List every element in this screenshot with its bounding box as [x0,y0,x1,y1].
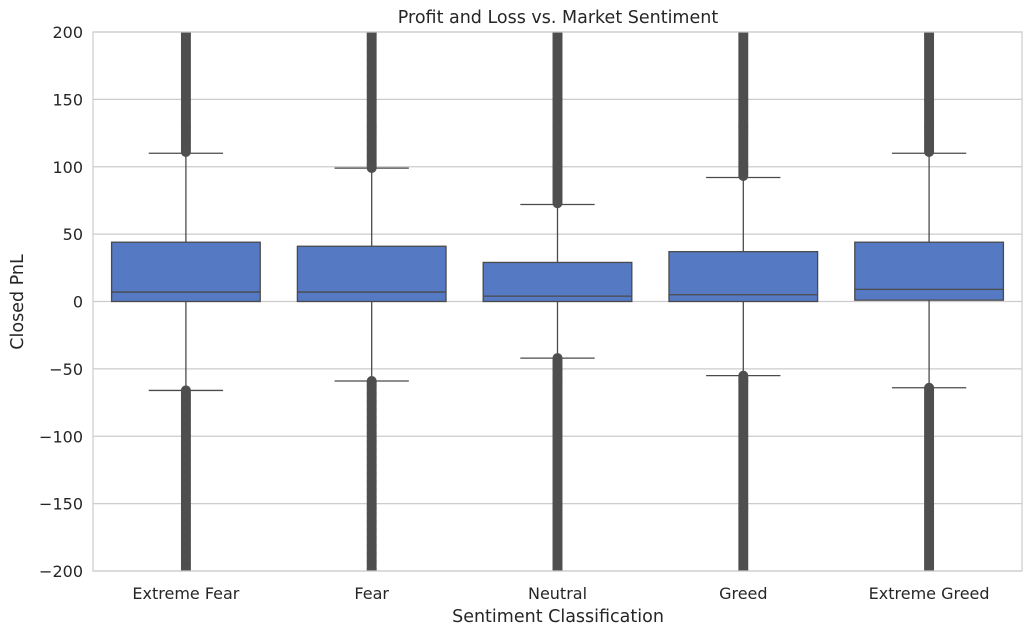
outlier-points [366,32,377,571]
x-tick-label: Extreme Fear [132,584,239,603]
y-tick-label: 200 [52,23,83,42]
outlier-points [924,32,935,571]
y-tick-label: 100 [52,158,83,177]
outlier-point [180,146,191,157]
outlier-point [738,170,749,181]
outlier-point [366,162,377,173]
x-tick-label: Neutral [528,584,587,603]
y-tick-label: −100 [39,427,83,446]
x-axis-label: Sentiment Classification [452,607,664,627]
y-tick-label: 0 [73,293,83,312]
outlier-points [552,32,563,571]
y-tick-label: −50 [49,360,83,379]
x-tick-label: Greed [719,584,767,603]
y-tick-label: −150 [39,495,83,514]
box-iqr [482,261,633,303]
outlier-point [552,198,563,209]
x-axis-ticks: Extreme Fear Fear Neutral Greed Extreme Gree… [132,584,989,603]
outlier-point [924,146,935,157]
boxes [110,32,1005,571]
box-group [296,32,447,571]
y-axis-ticks: −200 −150 −100 −50 0 50 100 150 200 [39,23,83,581]
box-group [110,32,261,571]
y-axis-label: Closed PnL [8,254,28,350]
outlier-point [366,564,377,571]
outlier-point [180,564,191,571]
x-tick-label: Extreme Greed [869,584,990,603]
box-group [854,32,1005,571]
y-tick-label: 150 [52,90,83,109]
outlier-point [924,565,935,571]
box-iqr [296,245,447,303]
y-tick-label: 50 [63,225,83,244]
plot-frame [92,31,1023,572]
outlier-points [738,32,749,571]
outlier-points [180,32,191,571]
box-iqr [668,250,819,303]
box-group [482,32,633,571]
chart-title: Profit and Loss vs. Market Sentiment [398,8,719,28]
box-iqr [854,241,1005,301]
y-tick-label: −200 [39,562,83,581]
x-tick-label: Fear [354,584,389,603]
box-group [668,32,819,571]
